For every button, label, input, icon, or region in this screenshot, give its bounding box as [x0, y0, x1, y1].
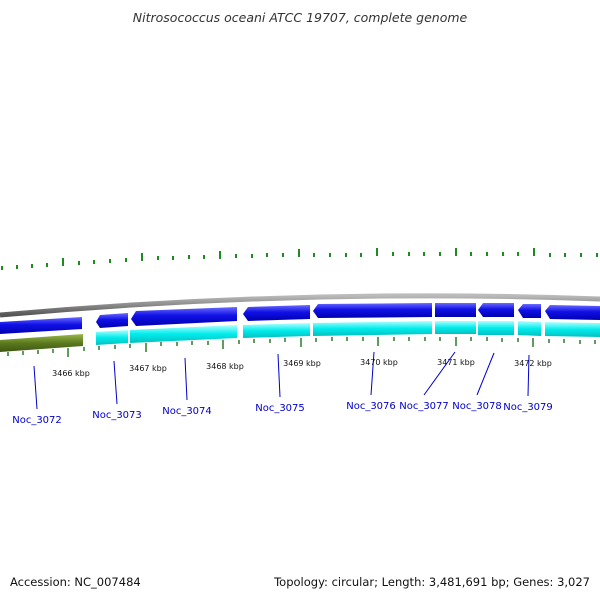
leader-line-noc-3076: [370, 351, 375, 396]
reverse-gene-d[interactable]: [313, 321, 432, 336]
leader-line-noc-3078: [476, 352, 495, 396]
reverse-gene-c[interactable]: [243, 323, 310, 338]
axis-label-3472: 3472 kbp: [514, 359, 552, 368]
feature-olive[interactable]: [0, 334, 83, 352]
leader-line-noc-3073: [113, 360, 118, 405]
map-title: Nitrosococcus oceani ATCC 19707, complet…: [133, 10, 468, 25]
reverse-gene-h[interactable]: [545, 322, 600, 337]
genome-backbone: [0, 293, 600, 318]
reverse-gene-g[interactable]: [518, 321, 541, 336]
leader-line-noc-3075: [277, 353, 281, 398]
forward-gene-noc-3073[interactable]: [96, 313, 128, 328]
axis-label-3467: 3467 kbp: [129, 364, 167, 373]
gene-label-noc-3077[interactable]: Noc_3077: [399, 401, 449, 412]
leader-line-noc-3077: [423, 351, 456, 396]
forward-gene-noc-3079[interactable]: [518, 304, 541, 318]
gene-labels: Noc_3072 Noc_3073 Noc_3074 Noc_3075 Noc_…: [12, 401, 553, 426]
forward-gene-noc-3074[interactable]: [131, 307, 237, 326]
forward-gene-next[interactable]: [545, 305, 600, 320]
axis-label-3469: 3469 kbp: [283, 359, 321, 368]
axis-label-3470: 3470 kbp: [360, 358, 398, 367]
reverse-gene-f[interactable]: [478, 321, 514, 335]
gene-label-noc-3074[interactable]: Noc_3074: [162, 406, 212, 417]
gene-label-noc-3078[interactable]: Noc_3078: [452, 401, 502, 412]
forward-gene-noc-3075[interactable]: [243, 305, 310, 321]
leader-line-noc-3074: [184, 357, 188, 401]
gene-label-noc-3072[interactable]: Noc_3072: [12, 415, 62, 426]
forward-gene-noc-3072[interactable]: [0, 317, 82, 334]
forward-gene-noc-3078[interactable]: [478, 303, 514, 317]
leader-line-noc-3072: [33, 365, 38, 410]
gene-label-noc-3073[interactable]: Noc_3073: [92, 410, 142, 421]
gc-ticks: [1, 248, 598, 270]
axis-label-3468: 3468 kbp: [206, 362, 244, 371]
gene-label-noc-3079[interactable]: Noc_3079: [503, 402, 553, 413]
reverse-gene-a[interactable]: [96, 330, 128, 345]
axis-label-3466: 3466 kbp: [52, 369, 90, 378]
gene-label-noc-3076[interactable]: Noc_3076: [346, 401, 396, 412]
leader-lines: [33, 351, 530, 410]
accession-text: Accession: NC_007484: [10, 575, 141, 589]
genome-summary-text: Topology: circular; Length: 3,481,691 bp…: [273, 575, 590, 589]
leader-line-noc-3079: [527, 354, 530, 397]
axis-label-3471: 3471 kbp: [437, 358, 475, 367]
gene-label-noc-3075[interactable]: Noc_3075: [255, 403, 305, 414]
forward-strand-track: [0, 303, 600, 334]
forward-gene-noc-3076[interactable]: [313, 303, 432, 318]
reverse-strand-track: [0, 321, 600, 352]
reverse-gene-b[interactable]: [130, 325, 237, 343]
reverse-gene-e[interactable]: [435, 321, 476, 334]
axis-labels: 3466 kbp 3467 kbp 3468 kbp 3469 kbp 3470…: [52, 358, 552, 378]
forward-gene-noc-3077[interactable]: [435, 303, 476, 317]
ruler-ticks: [7, 337, 596, 357]
